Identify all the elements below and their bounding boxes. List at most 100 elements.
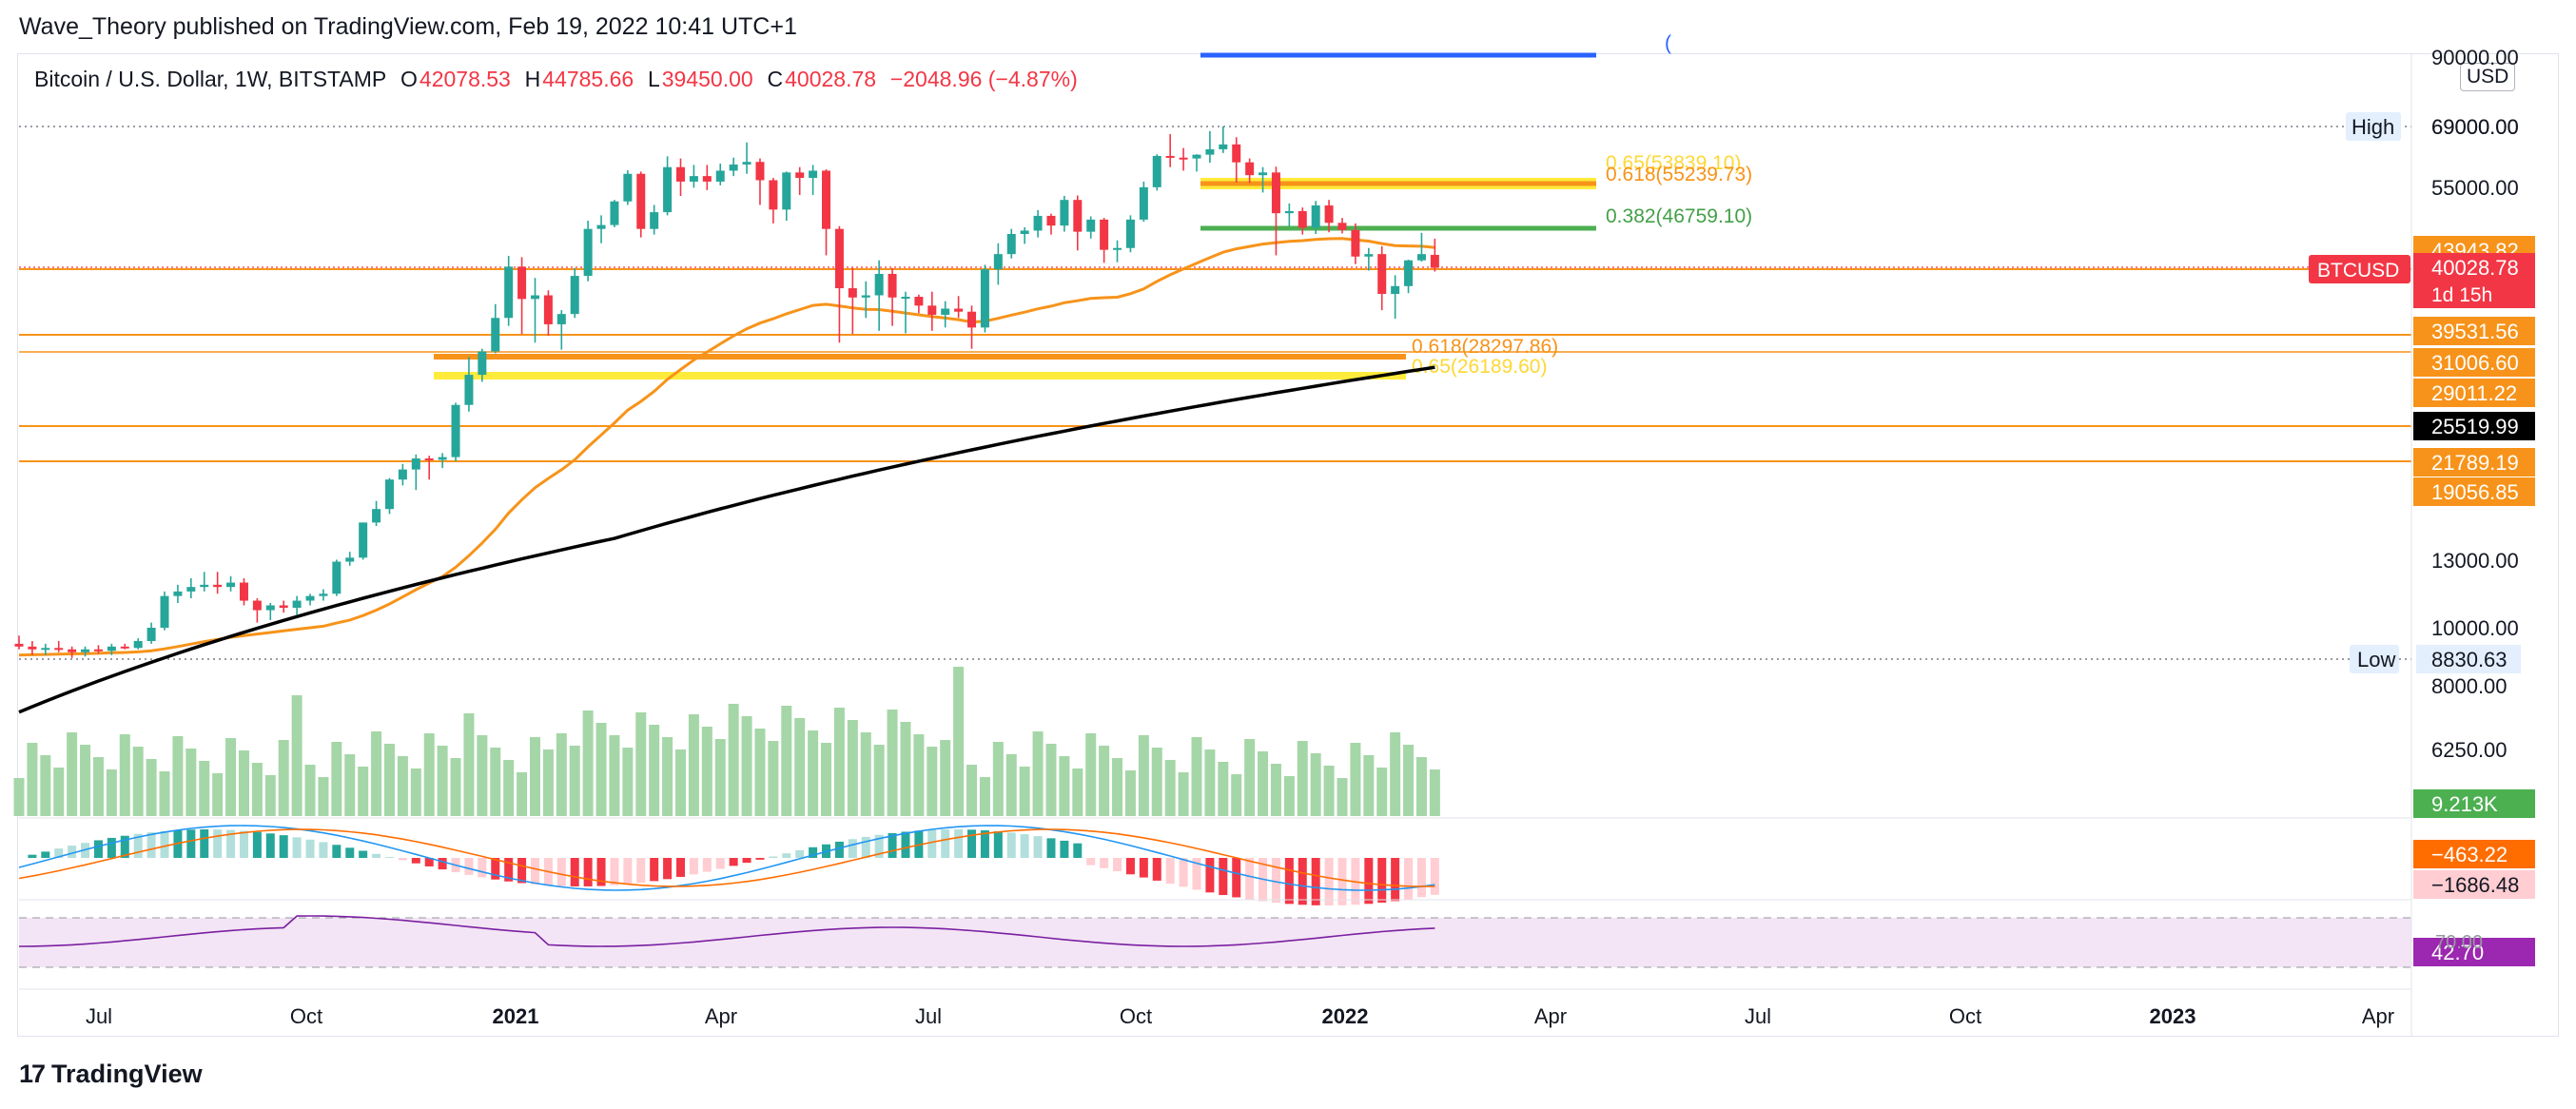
macd-histogram-bar [1271,858,1280,904]
price-axis-tag-sub: 1d 15h [2431,284,2492,306]
candle-body [68,649,77,652]
candle-body [1165,155,1175,158]
macd-histogram-bar [424,858,434,866]
candle-body [1020,230,1029,235]
volume-bar [821,743,832,816]
fib-top-clipped-label: ( [1665,32,1671,54]
macd-histogram-bar [888,832,897,858]
candle-body [1125,219,1135,248]
volume-bar [966,765,978,816]
candle-body [1259,172,1268,176]
macd-histogram-bar [504,858,514,882]
macd-histogram-bar [200,829,209,858]
x-tick-label: Jul [915,1004,942,1028]
candle-body [93,649,103,652]
macd-histogram-bar [1324,858,1334,905]
volume-bar [582,710,594,816]
price-axis-tag: 31006.60 [2431,351,2519,375]
candle-body [980,269,989,328]
volume-bar [1032,731,1044,816]
candle-body [1271,172,1280,214]
fib-65-top-label: 0.65(53839.10) [1606,152,1741,174]
macd-histogram-bar [1165,858,1175,885]
tradingview-logo-icon: 17 [19,1060,46,1088]
candle-body [636,173,646,229]
x-tick-label: Jul [86,1004,112,1028]
candle-body [239,582,248,601]
macd-histogram-bar [133,833,143,858]
currency-button[interactable]: USD [2460,63,2516,91]
candle-body [993,254,1003,270]
candle-body [319,593,328,596]
candle-body [610,201,619,225]
tradingview-brand[interactable]: 17 TradingView [19,1060,203,1089]
volume-bar [1376,768,1388,816]
volume-bar [635,712,647,816]
candle-body [1046,215,1056,226]
candle-body [1337,223,1347,230]
macd-histogram-bar [795,849,805,858]
macd-histogram-bar [372,853,381,858]
candle-body [1284,210,1294,214]
macd-histogram-bar [398,858,407,861]
price-axis-tag: 40028.78 [2431,256,2519,280]
macd-histogram-bar [636,858,646,884]
volume-bar [437,746,448,816]
price-axis-tag: 25519.99 [2431,415,2519,438]
macd-histogram-bar [1192,858,1201,890]
macd-histogram-bar [1139,858,1148,878]
low-label: L [647,67,660,91]
x-tick-label: Apr [2362,1004,2394,1028]
volume-bar [410,769,421,816]
macd-histogram-bar [556,858,566,886]
volume-bar [556,733,567,816]
macd-histogram-bar [742,858,751,864]
volume-bar [1059,756,1070,816]
candle-body [1232,144,1241,163]
macd-histogram-bar [146,832,156,858]
publish-info: Wave_Theory published on TradingView.com… [19,13,797,40]
volume-bar [146,759,157,816]
rsi-band [19,918,2411,967]
price-axis-tag: 19056.85 [2431,480,2519,504]
macd-histogram-bar [1006,832,1016,858]
volume-bar [199,761,210,816]
volume-bar [172,736,184,816]
volume-bar [92,757,104,816]
volume-bar [1403,745,1415,816]
macd-histogram-bar [848,839,857,858]
price-axis-tag-bg [2413,789,2535,818]
low-value-label: 8830.63 [2431,648,2508,671]
candle-body [834,228,844,289]
candle-body [967,311,977,328]
price-axis-tag: 39531.56 [2431,320,2519,343]
y-tick-label: 8000.00 [2431,674,2508,698]
macd-histogram-bar [702,858,712,872]
macd-histogram-bar [1179,858,1188,887]
macd-histogram-bar [226,829,236,858]
high-tag-label: High [2352,115,2394,139]
volume-bar [278,740,289,816]
candle-body [1404,260,1414,286]
volume-bar [622,748,634,816]
volume-bar [331,742,342,816]
volume-bar [900,722,911,816]
macd-histogram-bar [1337,858,1347,905]
high-value: 44785.66 [542,67,634,91]
macd-histogram-bar [874,834,884,858]
macd-histogram-bar [782,853,791,858]
candle-body [1351,229,1360,257]
volume-bar [927,747,938,816]
macd-histogram-bar [319,842,328,858]
candle-body [809,170,818,179]
volume-bar [67,732,78,816]
macd-histogram-bar [980,829,989,858]
y-tick-label: 69000.00 [2431,115,2519,139]
volume-bar [1270,764,1281,816]
macd-histogram-bar [239,830,248,858]
candle-body [213,584,223,588]
ema-orange-line [18,237,1435,657]
volume-bar [741,716,752,816]
macd-histogram-bar [411,858,420,864]
